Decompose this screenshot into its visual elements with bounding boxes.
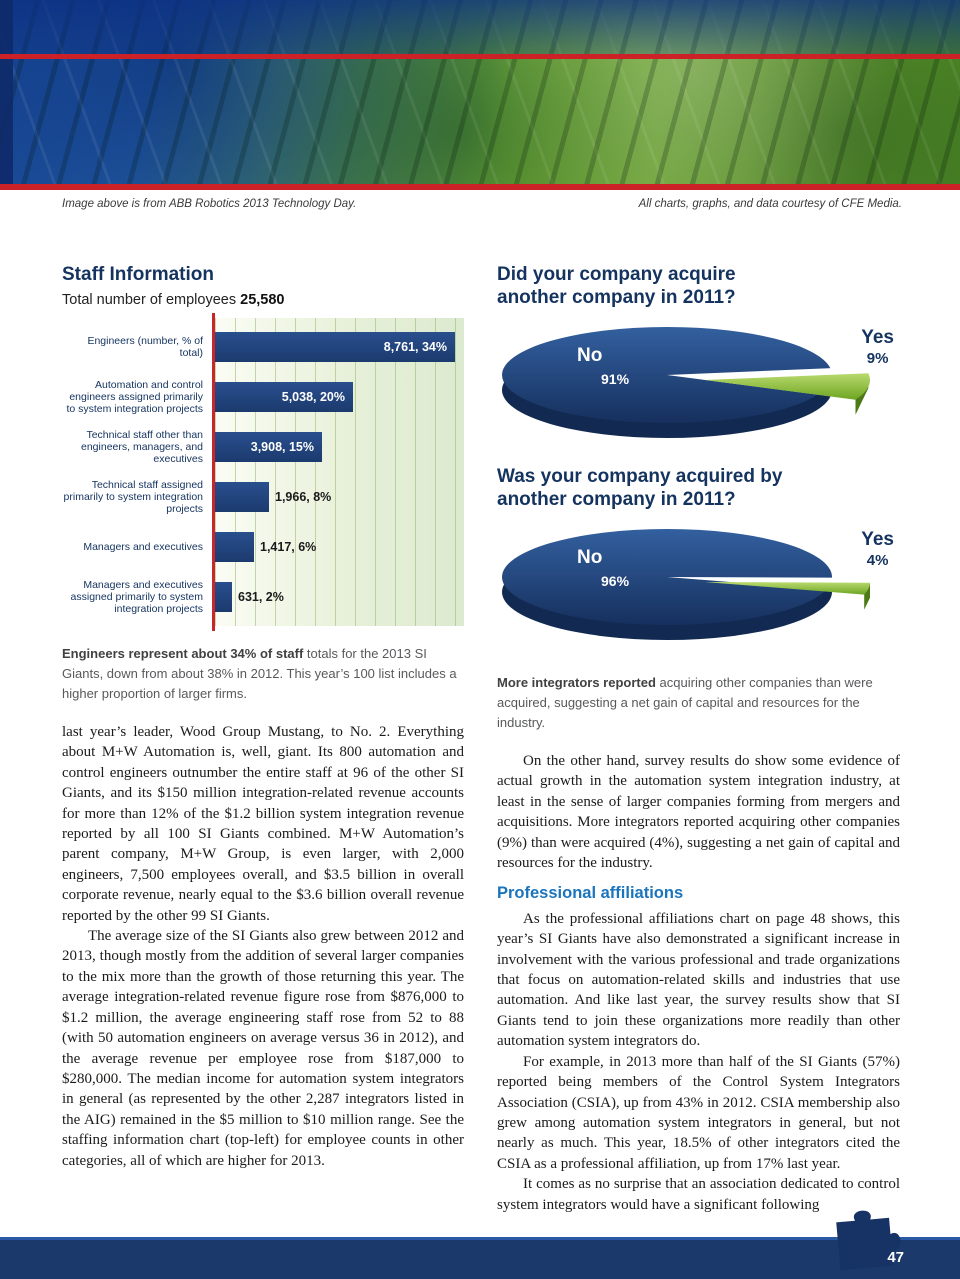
pie2-yes-percent: 4% — [866, 552, 889, 569]
pie-chart-acquired: No 96% Yes 4% — [497, 523, 900, 651]
red-stripe-bottom — [0, 184, 960, 190]
pie1-question-title: Did your company acquire another company… — [497, 264, 736, 308]
pie1-yes-label: Yes — [861, 327, 894, 348]
photo-banner — [0, 0, 960, 190]
article-paragraph: The average size of the SI Giants also g… — [62, 928, 464, 1169]
bar: 8,761, 34% — [215, 332, 455, 362]
bar-row: Engineers (number, % of total) 8,761, 34% — [62, 322, 464, 372]
puzzle-piece-icon — [836, 1210, 901, 1271]
article-left: last year’s leader, Wood Group Mustang, … — [62, 722, 464, 1171]
photo-caption-row: Image above is from ABB Robotics 2013 Te… — [62, 198, 902, 210]
bar — [215, 482, 269, 512]
bar-category-label: Technical staff other than engineers, ma… — [81, 429, 203, 465]
bar — [215, 582, 232, 612]
pie1-yes-label-group: Yes 9% — [861, 327, 894, 367]
pie2-no-label: No — [577, 547, 603, 568]
bar-category-label: Technical staff assigned primarily to sy… — [63, 479, 203, 515]
right-column: Did your company acquire another company… — [497, 263, 900, 1215]
bar: 3,908, 15% — [215, 432, 322, 462]
bar-chart-axis — [212, 313, 215, 631]
bar-track: 3,908, 15% — [212, 432, 464, 462]
bar-chart-caption-lead: Engineers represent about 34% of staff — [62, 646, 304, 661]
bar: 5,038, 20% — [215, 382, 353, 412]
bar-track: 8,761, 34% — [212, 332, 464, 362]
employee-total-line: Total number of employees 25,580 — [62, 292, 464, 308]
pie-charts-caption: More integrators reported acquiring othe… — [497, 673, 900, 733]
pie-charts-caption-lead: More integrators reported — [497, 675, 656, 690]
bar-category-label: Engineers (number, % of total) — [87, 335, 203, 359]
article-paragraph: On the other hand, survey results do sho… — [497, 753, 900, 872]
professional-affiliations-heading: Professional affiliations — [497, 884, 684, 903]
bar-track: 631, 2% — [212, 582, 464, 612]
footer-bar — [0, 1237, 960, 1279]
article-paragraph: It comes as no surprise that an associat… — [497, 1176, 900, 1213]
bar-value-label: 1,966, 8% — [275, 490, 332, 504]
bar-row: Technical staff other than engineers, ma… — [62, 422, 464, 472]
bar-category-label: Managers and executives — [83, 541, 203, 553]
bar-chart-caption: Engineers represent about 34% of staff t… — [62, 644, 464, 704]
pie2-question-title: Was your company acquired by another com… — [497, 466, 783, 510]
pie-chart-acquire: No 91% Yes 9% — [497, 321, 900, 449]
bar-value-label: 3,908, 15% — [250, 440, 314, 454]
employee-total-value: 25,580 — [240, 292, 285, 308]
bar-track: 1,966, 8% — [212, 482, 464, 512]
bar-track: 5,038, 20% — [212, 382, 464, 412]
bar-chart-caption-rest: totals for the 2013 SI Giants, down from… — [62, 646, 457, 701]
banner-left-band — [0, 0, 13, 190]
bar-category-label: Managers and executives assigned primari… — [70, 579, 203, 615]
pie-charts-caption-rest: acquiring other companies than were acqu… — [497, 675, 873, 730]
bar-track: 1,417, 6% — [212, 532, 464, 562]
article-paragraph: As the professional affiliations chart o… — [497, 910, 900, 1050]
article-right: On the other hand, survey results do sho… — [497, 751, 900, 1215]
bar-value-label: 5,038, 20% — [281, 390, 345, 404]
employee-total-label: Total number of employees — [62, 292, 241, 308]
bar-value-label: 631, 2% — [238, 590, 284, 604]
pie2-no-percent: 96% — [601, 573, 630, 589]
left-column: Staff Information Total number of employ… — [62, 263, 464, 1171]
bar — [215, 532, 254, 562]
photo-caption-right: All charts, graphs, and data courtesy of… — [638, 198, 902, 210]
staff-information-title: Staff Information — [62, 264, 214, 285]
pie1-graphic — [502, 327, 883, 438]
robotics-photo — [0, 0, 960, 190]
bar-row: Managers and executives assigned primari… — [62, 572, 464, 622]
bar-row: Technical staff assigned primarily to sy… — [62, 472, 464, 522]
pie1-yes-percent: 9% — [866, 350, 889, 367]
pie2-graphic — [502, 529, 885, 640]
pie1-no-percent: 91% — [601, 371, 630, 387]
bar-value-label: 8,761, 34% — [383, 340, 447, 354]
bar-category-label: Automation and control engineers assigne… — [66, 379, 203, 415]
bar-row: Automation and control engineers assigne… — [62, 372, 464, 422]
pie2-yes-label: Yes — [861, 529, 894, 550]
staff-bar-chart: Engineers (number, % of total) 8,761, 34%… — [62, 313, 464, 631]
article-paragraph: For example, in 2013 more than half of t… — [497, 1053, 900, 1172]
red-stripe-top — [0, 54, 960, 59]
page-number: 47 — [887, 1249, 904, 1266]
article-paragraph: last year’s leader, Wood Group Mustang, … — [62, 724, 464, 924]
bar-value-label: 1,417, 6% — [260, 540, 317, 554]
pie2-yes-label-group: Yes 4% — [861, 529, 894, 569]
photo-caption-left: Image above is from ABB Robotics 2013 Te… — [62, 198, 357, 210]
bar-chart-plot-area — [215, 318, 464, 626]
pie1-no-label: No — [577, 345, 603, 366]
bar-row: Managers and executives 1,417, 6% — [62, 522, 464, 572]
